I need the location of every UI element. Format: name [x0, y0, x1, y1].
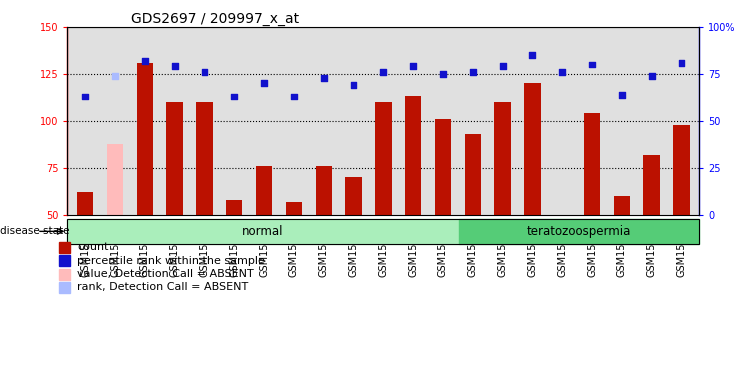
Point [527, 52, 539, 58]
Bar [67, 219, 459, 244]
Bar [286, 202, 302, 215]
Point [616, 91, 628, 98]
Bar [375, 102, 391, 215]
Bar [435, 119, 451, 215]
Point [139, 58, 151, 64]
Point [348, 82, 360, 88]
Point [586, 61, 598, 68]
Bar [584, 113, 600, 215]
Bar [196, 102, 212, 215]
Bar [167, 102, 183, 215]
Text: disease state: disease state [0, 226, 70, 237]
Bar [137, 63, 153, 215]
Point [646, 73, 657, 79]
Point [228, 93, 240, 99]
Bar [524, 83, 541, 215]
Bar [459, 219, 699, 244]
Point [258, 80, 270, 86]
Point [557, 69, 568, 75]
Bar [107, 144, 123, 215]
Bar [59, 282, 70, 293]
Bar [59, 255, 70, 266]
Text: GDS2697 / 209997_x_at: GDS2697 / 209997_x_at [130, 12, 298, 26]
Point [109, 73, 121, 79]
Point [467, 69, 479, 75]
Bar [405, 96, 421, 215]
Point [675, 60, 687, 66]
Bar [226, 200, 242, 215]
Bar [613, 196, 630, 215]
Text: teratozoospermia: teratozoospermia [527, 225, 631, 238]
Point [437, 71, 449, 77]
Text: value, Detection Call = ABSENT: value, Detection Call = ABSENT [77, 269, 254, 279]
Bar [346, 177, 362, 215]
Bar [643, 155, 660, 215]
Bar [316, 166, 332, 215]
Point [79, 93, 91, 99]
Bar [465, 134, 481, 215]
Bar [494, 102, 511, 215]
Bar [256, 166, 272, 215]
Point [407, 63, 419, 70]
Text: count: count [77, 242, 108, 252]
Point [497, 63, 509, 70]
Text: normal: normal [242, 225, 283, 238]
Bar [77, 192, 94, 215]
Text: percentile rank within the sample: percentile rank within the sample [77, 256, 265, 266]
Point [198, 69, 210, 75]
Text: rank, Detection Call = ABSENT: rank, Detection Call = ABSENT [77, 282, 248, 292]
Bar [59, 242, 70, 253]
Bar [59, 269, 70, 280]
Point [377, 69, 389, 75]
Bar [554, 215, 571, 242]
Point [318, 74, 330, 81]
Bar [673, 125, 690, 215]
Point [168, 63, 180, 70]
Point [288, 93, 300, 99]
